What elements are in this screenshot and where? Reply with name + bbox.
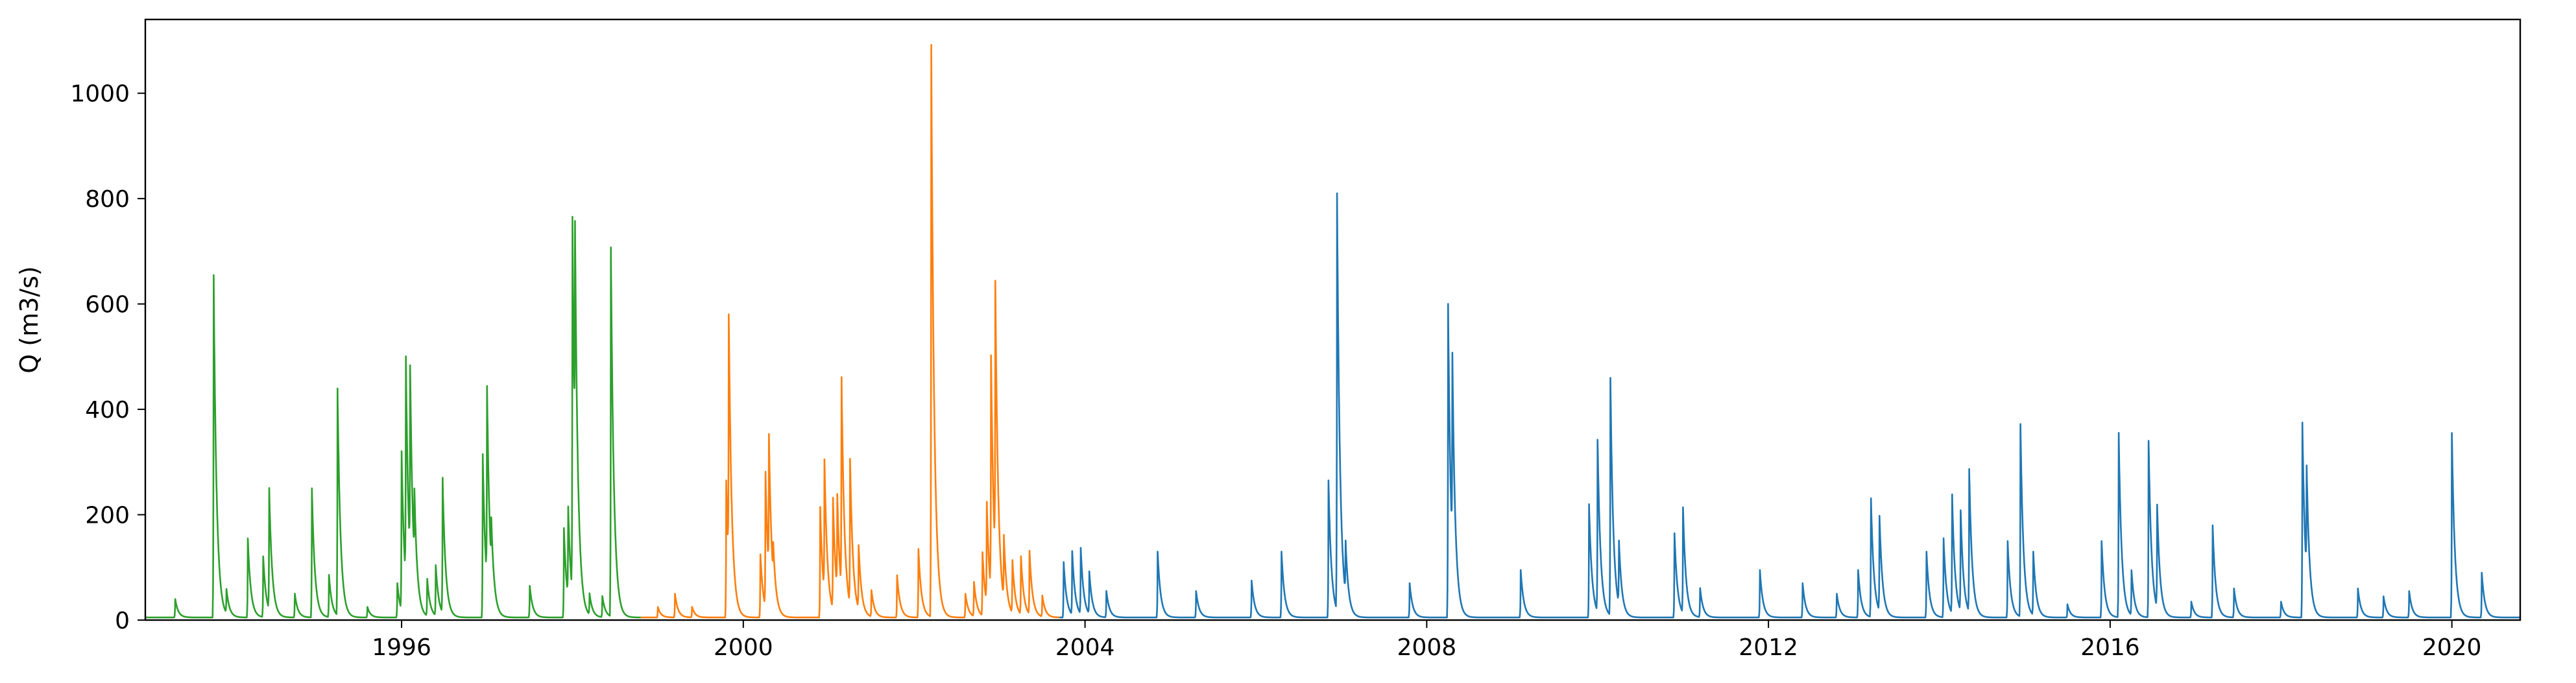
x-tick-label: 2000	[714, 634, 773, 661]
x-axis-ticks: 1996 2000 2004 2008 2012 2016 2020	[372, 620, 2481, 661]
y-tick-label: 600	[85, 292, 130, 318]
y-tick-label: 1000	[70, 81, 130, 108]
series-line	[145, 215, 642, 619]
y-tick-label: 0	[115, 608, 130, 634]
plot-frame	[144, 18, 2522, 621]
series-line	[1059, 192, 2521, 619]
y-tick-label: 200	[85, 503, 130, 529]
y-tick-label: 400	[85, 397, 130, 424]
x-tick-label: 2016	[2080, 634, 2140, 661]
x-tick-label: 2020	[2422, 634, 2482, 661]
series-line	[640, 43, 1061, 619]
x-tick-label: 1996	[372, 634, 431, 661]
x-tick-label: 2004	[1055, 634, 1115, 661]
y-tick-label: 800	[85, 186, 130, 213]
series-layer	[145, 43, 2521, 619]
y-axis-label: Q (m3/s)	[15, 266, 43, 373]
x-tick-label: 2012	[1739, 634, 1798, 661]
x-tick-label: 2008	[1397, 634, 1457, 661]
y-axis-ticks: 0 200 400 600 800 1000	[70, 81, 145, 634]
